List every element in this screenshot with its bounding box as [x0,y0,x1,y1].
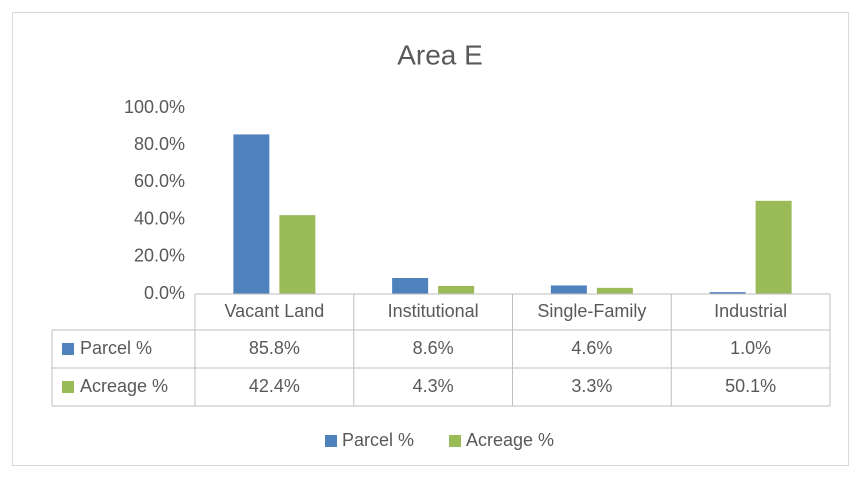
legend-label: Parcel % [342,430,414,450]
table-cell: 42.4% [249,376,300,396]
table-cell: 4.6% [571,338,612,358]
table-legend-key [62,343,74,355]
y-tick-label: 100.0% [124,97,185,117]
chart-title: Area E [397,39,483,70]
bar [709,292,746,294]
y-tick-label: 0.0% [144,283,185,303]
y-tick-label: 60.0% [134,171,185,191]
legend-key [325,435,337,447]
table-cell: 85.8% [249,338,300,358]
x-tick-label: Institutional [388,301,479,321]
table-row-label: Acreage % [80,376,168,396]
table-cell: 1.0% [730,338,771,358]
legend-key [449,435,461,447]
bar [279,215,316,294]
bar [233,134,270,294]
x-tick-label: Industrial [714,301,787,321]
bar [392,278,429,294]
bar [596,287,633,294]
table-cell: 8.6% [413,338,454,358]
table-cell: 50.1% [725,376,776,396]
y-tick-label: 80.0% [134,134,185,154]
bar [550,285,587,294]
chart-border [12,12,849,466]
x-tick-label: Vacant Land [225,301,325,321]
bar [438,286,475,294]
table-cell: 3.3% [571,376,612,396]
y-tick-label: 40.0% [134,208,185,228]
bar [755,200,792,294]
table-cell: 4.3% [413,376,454,396]
table-row-label: Parcel % [80,338,152,358]
legend-label: Acreage % [466,430,554,450]
table-legend-key [62,381,74,393]
y-tick-label: 20.0% [134,246,185,266]
x-tick-label: Single-Family [537,301,646,321]
